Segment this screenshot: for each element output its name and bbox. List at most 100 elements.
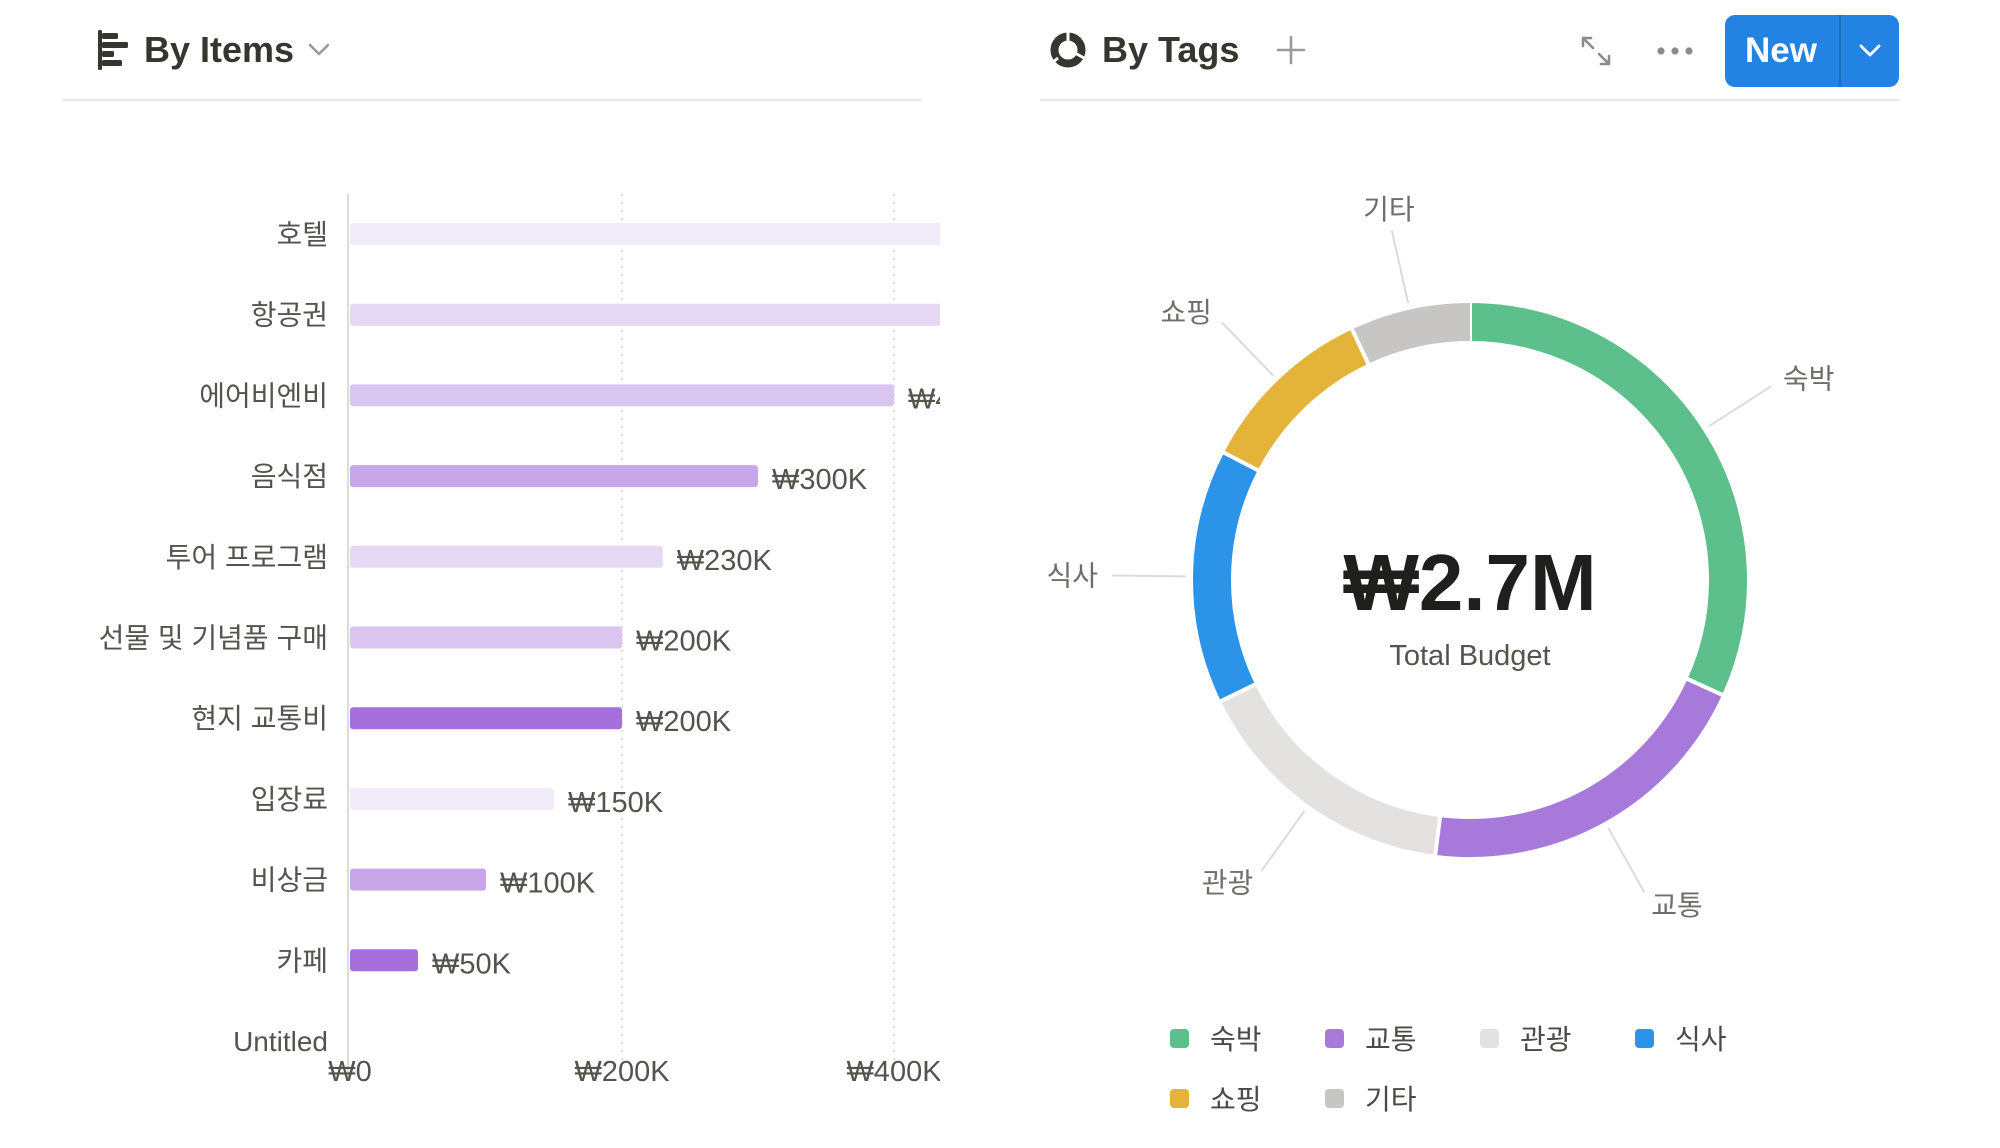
bar-row[interactable]: 투어 프로그램 ₩230K <box>166 542 773 577</box>
bar-value-label: ₩300K <box>772 464 868 496</box>
slice-separator <box>1685 676 1724 698</box>
view-title-by-items[interactable]: By Items <box>144 29 295 70</box>
legend-swatch <box>1480 1028 1499 1048</box>
slice-separator <box>1222 450 1260 473</box>
add-view-plus-icon[interactable] <box>1275 34 1307 66</box>
legend-swatch <box>1325 1088 1344 1108</box>
bar[interactable] <box>350 545 663 568</box>
bar-value-label: ₩200K <box>636 706 732 738</box>
bar-row[interactable]: 음식점 ₩300K <box>251 461 868 496</box>
new-dropdown-chevron-icon[interactable] <box>1841 15 1899 87</box>
category-label: 카페 <box>276 945 328 976</box>
bar-row[interactable]: 현지 교통비 ₩200K <box>191 703 731 738</box>
bar[interactable] <box>350 949 418 972</box>
legend-item[interactable]: 식사 <box>1635 1018 1790 1058</box>
category-label: 투어 프로그램 <box>166 542 328 573</box>
category-label: 호텔 <box>276 219 328 250</box>
slice-label: 기타 <box>1363 194 1415 225</box>
donut-slice[interactable] <box>1435 678 1723 857</box>
category-label: 현지 교통비 <box>191 703 328 734</box>
bar[interactable] <box>350 626 622 649</box>
donut-chart-icon[interactable] <box>1048 30 1088 70</box>
category-label: 음식점 <box>251 461 328 492</box>
slice-label: 숙박 <box>1783 364 1835 395</box>
slice-separator <box>1349 327 1371 366</box>
more-horizontal-icon[interactable] <box>1657 46 1693 56</box>
bar-value-label: ₩230K <box>677 545 773 577</box>
legend-swatch <box>1170 1028 1189 1048</box>
slice-separator <box>1433 815 1443 857</box>
by-tags-view-header: By Tags <box>1048 12 1307 88</box>
legend-label: 식사 <box>1675 1024 1727 1055</box>
bar-row[interactable]: 호텔₩600K <box>276 219 940 254</box>
legend-label: 관광 <box>1520 1024 1572 1055</box>
new-button-separator <box>1839 15 1841 87</box>
bar[interactable] <box>350 303 940 326</box>
category-label: 선물 및 기념품 구매 <box>99 623 328 654</box>
bar-row[interactable]: 항공권₩500K <box>251 300 940 335</box>
legend-label: 기타 <box>1365 1084 1417 1115</box>
category-label: 입장료 <box>251 784 328 815</box>
category-label: Untitled <box>233 1026 328 1057</box>
bar-row[interactable]: 입장료 ₩150K <box>251 784 664 819</box>
category-label: 항공권 <box>251 300 328 331</box>
slice-label: 관광 <box>1202 867 1254 898</box>
slice-separator <box>1219 682 1257 704</box>
donut-slice[interactable] <box>1469 303 1747 695</box>
x-tick-label: ₩0 <box>328 1056 372 1088</box>
legend-item[interactable]: 관광 <box>1480 1018 1635 1058</box>
slice-leader-line <box>1112 574 1187 578</box>
new-button-label[interactable]: New <box>1745 31 1817 70</box>
legend-swatch <box>1325 1028 1344 1048</box>
slice-leader-line <box>1260 810 1306 872</box>
slice-label: 쇼핑 <box>1160 297 1212 328</box>
bar-value-label: ₩200K <box>636 626 732 658</box>
by-items-view-header: By Items <box>96 12 330 88</box>
slice-label: 교통 <box>1651 890 1703 921</box>
chevron-down-icon[interactable] <box>308 43 330 57</box>
legend-item[interactable]: 교통 <box>1325 1018 1480 1058</box>
donut-slice[interactable] <box>1352 303 1471 364</box>
legend-swatch <box>1635 1028 1654 1048</box>
right-header-divider <box>1040 99 1900 101</box>
bar[interactable] <box>350 787 554 810</box>
donut-slice[interactable] <box>1193 452 1258 702</box>
bar-row[interactable]: 선물 및 기념품 구매 ₩200K <box>99 623 732 658</box>
x-tick-label: ₩400K <box>846 1056 940 1088</box>
bar-row[interactable]: 에어비엔비 ₩400K <box>199 380 940 415</box>
legend-swatch <box>1170 1088 1189 1108</box>
category-label: 비상금 <box>251 865 328 896</box>
category-label: 에어비엔비 <box>199 380 328 411</box>
expand-icon[interactable] <box>1579 34 1613 68</box>
bar-chart-by-items: 호텔₩600K 항공권₩500K 에어비엔비 ₩400K 음식점 ₩300K 투어 프로그램… <box>99 194 940 1088</box>
bar-value-label: ₩150K <box>568 787 664 819</box>
bar[interactable] <box>350 707 622 730</box>
slice-leader-line <box>1220 321 1274 377</box>
slice-label: 식사 <box>1046 560 1098 591</box>
donut-center-value: ₩2.7M <box>1343 538 1596 627</box>
bar-value-label: ₩400K <box>908 383 940 415</box>
legend-label: 숙박 <box>1210 1024 1262 1055</box>
bar[interactable] <box>350 465 758 488</box>
bar[interactable] <box>350 868 486 891</box>
new-button: New <box>1725 15 1899 87</box>
bar-value-label: ₩50K <box>432 948 512 980</box>
bar-value-label: ₩100K <box>500 868 596 900</box>
legend-item[interactable]: 숙박 <box>1170 1018 1325 1058</box>
horizontal-bar-chart-icon[interactable] <box>96 30 130 70</box>
legend-item[interactable]: 기타 <box>1325 1078 1480 1118</box>
left-header-divider <box>62 99 922 101</box>
donut-slice[interactable] <box>1223 329 1369 471</box>
view-title-by-tags[interactable]: By Tags <box>1102 29 1240 70</box>
bar-row[interactable]: Untitled <box>233 1026 328 1057</box>
bar-row[interactable]: 비상금 ₩100K <box>251 865 596 900</box>
donut-slice[interactable] <box>1220 684 1441 855</box>
bar-row[interactable]: 카페 ₩50K <box>276 945 511 980</box>
legend-item[interactable]: 쇼핑 <box>1170 1078 1325 1118</box>
bar[interactable] <box>350 223 940 245</box>
legend-label: 쇼핑 <box>1210 1084 1262 1115</box>
slice-leader-line <box>1607 827 1646 894</box>
x-tick-label: ₩200K <box>574 1056 670 1088</box>
bar[interactable] <box>350 384 894 407</box>
